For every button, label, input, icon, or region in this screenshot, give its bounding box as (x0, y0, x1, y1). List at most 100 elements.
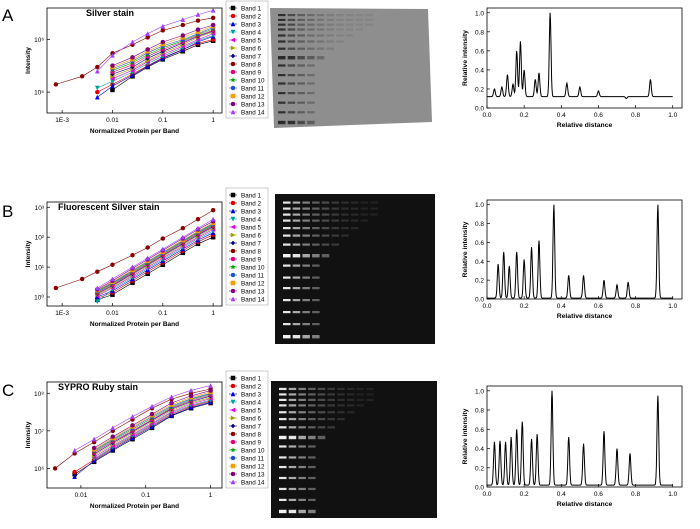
gel-band (327, 393, 335, 396)
gel-band (298, 435, 306, 440)
profile-plot: 0.0 0.2 0.4 0.6 0.8 1.0 0.0 0.2 0.4 0.6 0.8 1.0 Rela… (462, 385, 683, 508)
y-tick-label: 0.6 (475, 240, 484, 247)
series-line (97, 230, 214, 302)
x-tick-label: 1E-3 (55, 117, 69, 124)
data-point (130, 423, 135, 428)
y-tick-label: 10⁷ (34, 428, 44, 435)
data-point (160, 236, 166, 241)
gel-band (279, 465, 287, 469)
x-tick-label: 0.2 (520, 112, 529, 119)
gel-band (287, 28, 296, 31)
gel-band (341, 219, 349, 222)
gel-band (302, 243, 310, 246)
gel-band (337, 404, 345, 407)
data-point (94, 68, 100, 74)
x-tick-label: 0.0 (482, 491, 491, 498)
data-point (79, 276, 85, 282)
series-line (74, 401, 211, 477)
plot-frame (46, 201, 223, 307)
gel-band (283, 276, 291, 279)
legend-label: Band 13 (241, 471, 265, 478)
gel-band (337, 387, 345, 391)
legend-label: Band 1 (241, 192, 261, 199)
gel-band (292, 213, 301, 216)
gel-band (308, 498, 316, 502)
legend-marker (230, 288, 236, 294)
x-tick-label: 1E-3 (55, 310, 69, 317)
gel-band (297, 40, 305, 43)
gel-band (317, 426, 326, 429)
data-point (110, 63, 115, 68)
legend-label: Band 6 (241, 415, 261, 422)
gel-band (331, 219, 339, 222)
data-point (130, 264, 135, 270)
gel-band (288, 456, 297, 459)
y-tick-label: 0.4 (475, 446, 484, 453)
gel-band (278, 120, 286, 125)
legend-marker (230, 240, 236, 246)
data-point (110, 262, 115, 267)
data-point (130, 55, 135, 60)
data-point (195, 225, 201, 231)
gel-band (370, 207, 378, 210)
data-point (169, 394, 174, 400)
series-line (97, 225, 214, 293)
gel-band (278, 28, 286, 31)
gel-band (288, 487, 297, 491)
y-axis-label: Intensity (25, 421, 32, 448)
gel-band (297, 120, 305, 125)
x-axis-label: Relative distance (557, 501, 613, 508)
x-tick-label: 1.0 (668, 303, 677, 310)
legend-label: Band 4 (241, 399, 261, 406)
series-line (55, 17, 214, 85)
legend-marker (230, 61, 236, 67)
panel-c: C SYPRO Ruby stain 0.01 0.1 1 10⁶ 10⁷ 10⁸ Norma… (0, 364, 700, 524)
gel-band (321, 219, 330, 222)
gel-band (308, 393, 316, 396)
gel-band (283, 264, 291, 267)
gel-band (287, 92, 296, 95)
gel-band (321, 234, 330, 237)
gel-band (279, 393, 287, 396)
x-axis-label: Relative distance (557, 122, 613, 129)
gel-band (355, 28, 364, 31)
gel-band (283, 207, 291, 210)
gel-band (355, 18, 364, 21)
gel-band (336, 34, 344, 37)
legend-label: Band 3 (241, 391, 261, 398)
data-point (110, 83, 115, 89)
gel-band (292, 276, 301, 279)
gel-band (287, 14, 296, 17)
y-tick-label: 1.0 (475, 202, 484, 209)
gel-band (287, 120, 296, 125)
data-point (149, 403, 155, 409)
gel-band (336, 28, 344, 31)
gel-band (288, 498, 297, 502)
legend-label: Band 11 (241, 85, 264, 92)
gel-band (312, 234, 320, 237)
gel-band (360, 213, 369, 216)
gel-band (307, 40, 315, 43)
gel-band (278, 101, 286, 104)
gel-band (302, 234, 310, 237)
legend-marker (230, 423, 236, 429)
legend-label: Band 10 (241, 77, 265, 84)
y-tick-label: 0.0 (475, 485, 484, 492)
gel-band (288, 387, 297, 391)
gel-band (288, 509, 297, 514)
x-tick-label: 0.01 (106, 117, 119, 124)
legend-label: Band 1 (241, 375, 261, 382)
gel-band (297, 56, 305, 60)
series-line (74, 402, 211, 475)
gel-band (292, 311, 301, 314)
x-tick-label: 1.0 (668, 112, 677, 119)
gel-band (317, 404, 326, 407)
gel-band (326, 34, 334, 37)
gel-band (326, 14, 334, 17)
y-tick-label: 10¹ (35, 265, 45, 272)
data-point (110, 425, 116, 431)
gel-band (292, 201, 301, 204)
gel-band (316, 23, 325, 26)
gel-band (308, 387, 316, 391)
gel-band (316, 18, 325, 21)
